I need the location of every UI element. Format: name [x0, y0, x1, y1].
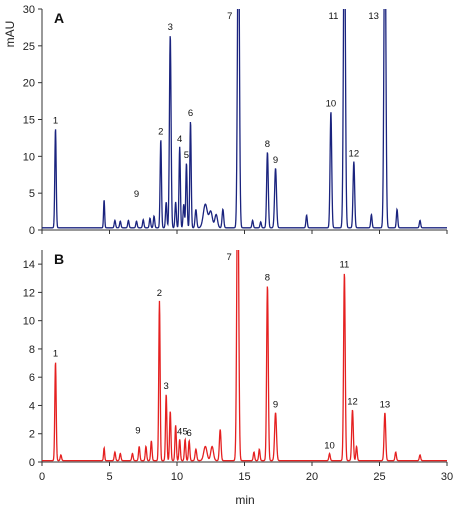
x-axis-title: min: [235, 493, 254, 507]
panel-a-peak-label-13: 13: [368, 11, 379, 22]
panel-b-peak-label-6: 6: [187, 428, 192, 439]
panel-b-peak-label-13: 13: [380, 400, 391, 411]
x-tick-label: 10: [171, 471, 183, 483]
panel-b-peak-label-1: 1: [53, 349, 58, 360]
panel-a-peak-label-11: 11: [329, 11, 339, 22]
panel-a-y-tick-label: 20: [23, 78, 35, 90]
panel-b-peak-label-10: 10: [324, 441, 335, 452]
panel-a-peak-label-9: 9: [273, 155, 278, 166]
panel-b-peak-label-5: 5: [182, 426, 187, 437]
panel-a-y-tick-label: 10: [23, 151, 35, 163]
panel-b-peak-label-9: 9: [273, 400, 278, 411]
panel-b-y-tick-label: 6: [29, 372, 35, 384]
panel-b-peak-label-extra: 9: [135, 426, 140, 437]
panel-b-y-tick-label: 10: [23, 316, 35, 328]
panel-a-y-tick-label: 0: [29, 225, 35, 237]
panel-a-peak-label-2: 2: [158, 126, 163, 137]
panel-a-y-tick-label: 15: [23, 115, 35, 127]
panel-a-y-tick-label: 5: [29, 188, 35, 200]
panel-a-peak-label-extra: 9: [134, 189, 139, 200]
x-tick-label: 25: [373, 471, 385, 483]
panel-b-trace: [42, 250, 447, 462]
panel-a-y-tick-label: 30: [23, 4, 35, 16]
panel-b-label: B: [54, 251, 64, 267]
x-tick-label: 0: [39, 471, 45, 483]
panel-a-peak-label-6: 6: [188, 108, 193, 119]
panel-b-peak-label-4: 4: [177, 426, 182, 437]
panel-a-trace: [42, 9, 447, 229]
panel-a-peak-label-8: 8: [265, 139, 270, 150]
panel-b-y-tick-label: 14: [23, 259, 35, 271]
panel-b-y-tick-label: 12: [23, 287, 35, 299]
panel-a-peak-label-3: 3: [168, 22, 173, 33]
panel-b-peak-label-3: 3: [164, 381, 169, 392]
panel-b-peak-label-11: 11: [339, 260, 349, 271]
panel-a-y-tick-label: 25: [23, 41, 35, 53]
panel-a-peak-label-7: 7: [227, 11, 232, 22]
panel-b-y-tick-label: 4: [29, 400, 35, 412]
panel-b-y-tick-label: 8: [29, 344, 35, 356]
panel-b-peak-label-12: 12: [347, 397, 358, 408]
x-tick-label: 15: [238, 471, 250, 483]
x-tick-label: 20: [306, 471, 318, 483]
panel-a-peak-label-4: 4: [177, 134, 182, 145]
panel-a-peak-label-10: 10: [326, 98, 337, 109]
panel-a-peak-label-1: 1: [53, 115, 58, 126]
panel-b-peak-label-7: 7: [226, 252, 231, 263]
x-tick-label: 30: [441, 471, 453, 483]
panel-b-y-tick-label: 2: [29, 429, 35, 441]
y-axis-title: mAU: [3, 21, 17, 48]
panel-a-label: A: [54, 10, 64, 26]
x-tick-label: 5: [106, 471, 112, 483]
panel-b-peak-label-2: 2: [157, 288, 162, 299]
panel-a-peak-label-12: 12: [349, 148, 360, 159]
panel-b-peak-label-8: 8: [265, 272, 270, 283]
panel-a-peak-label-5: 5: [184, 150, 189, 161]
panel-b-y-tick-label: 0: [29, 457, 35, 469]
x-axis: 0 5 10 15 20 25 30: [39, 471, 453, 483]
